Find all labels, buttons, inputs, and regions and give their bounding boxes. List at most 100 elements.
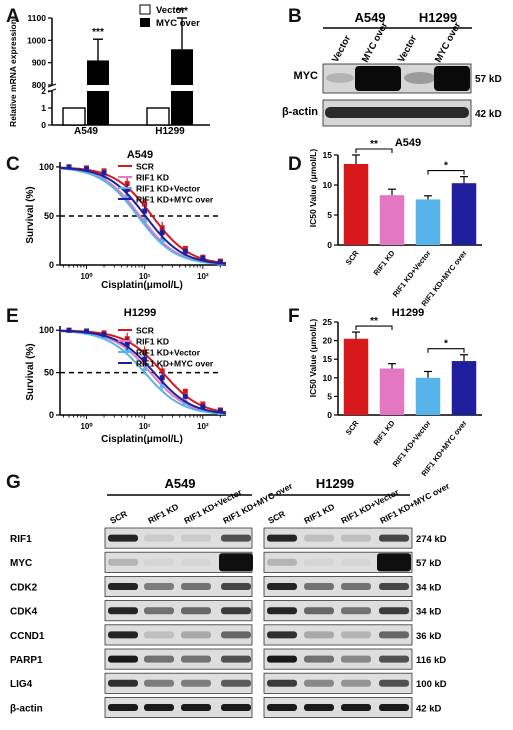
panel-g-band <box>144 679 174 687</box>
panel-g-band <box>341 558 371 566</box>
panel-d-significance-bracket <box>427 170 465 175</box>
panel-f-ytick-label: 0 <box>327 410 332 420</box>
panel-letter-d: D <box>288 154 302 175</box>
panel-c-xlabel: Cisplatin(μmol/L) <box>101 280 183 291</box>
panel-a-chart: Relative mRNA expression Vector MYC over… <box>8 4 210 137</box>
panel-a-ytick-label: 0 <box>41 120 46 130</box>
panel-f-significance-bracket <box>355 325 393 331</box>
panel-g-protein-label: CCND1 <box>10 631 45 642</box>
panel-f-bar-0 <box>343 338 369 415</box>
panel-g-band <box>181 558 211 566</box>
panel-b-size-actin: 42 kD <box>475 109 502 120</box>
panel-e-legend-label: SCR <box>136 326 154 336</box>
panel-e-point <box>182 393 188 399</box>
panel-e-legend-label: RIF1 KD+MYC over <box>136 359 214 369</box>
panel-e-legend-label: RIF1 KD+Vector <box>136 348 201 358</box>
panel-g-band <box>341 607 371 615</box>
panel-e-ytick-label: 50 <box>44 368 54 378</box>
panel-c-chart: A549 Survival (%) Cisplatin(μmol/L) 0 50 1… <box>25 149 227 291</box>
panel-b-lane-2: MYC over <box>360 20 390 64</box>
panel-b-protein-myc: MYC <box>294 70 319 82</box>
panel-f-title: H1299 <box>392 307 424 319</box>
panel-g-band <box>304 583 334 590</box>
panel-g-band <box>108 583 138 590</box>
panel-g-band <box>181 583 211 590</box>
panel-b-band-myc-over-h1299 <box>434 66 470 91</box>
legend-swatch-vector <box>139 4 151 15</box>
panel-g-band <box>267 558 297 566</box>
panel-d-bar-1 <box>379 195 405 245</box>
panel-g-blot-h1299 <box>263 624 413 646</box>
panel-g-band <box>181 655 211 663</box>
panel-a-significance: *** <box>176 6 188 17</box>
panel-g-size-label: 274 kD <box>416 534 447 545</box>
panel-b-band-myc-over-a549 <box>355 66 401 91</box>
panel-a-ytick-label: 1 <box>41 103 46 113</box>
panel-letter-g: G <box>6 472 21 493</box>
panel-a-bar-myc-over-lower <box>171 91 193 125</box>
panel-e-point <box>101 331 107 337</box>
panel-b-size-myc: 57 kD <box>475 74 502 85</box>
panel-f-significance: ** <box>370 316 378 327</box>
panel-g-band <box>108 607 138 615</box>
panel-g-band <box>304 655 334 663</box>
panel-g-size-label: 36 kD <box>416 631 441 642</box>
panel-c-point <box>66 164 72 170</box>
panel-b-protein-actin: β-actin <box>282 106 318 118</box>
panel-f-ytick-label: 5 <box>327 391 332 401</box>
panel-g-size-label: 42 kD <box>416 703 441 714</box>
panel-g-band <box>221 631 251 639</box>
panel-g-band <box>304 704 334 711</box>
panel-g-band <box>379 607 409 615</box>
panel-g-blot-h1299 <box>263 672 413 694</box>
panel-g-band <box>221 534 251 542</box>
panel-e-point <box>200 404 206 410</box>
panel-c-point <box>217 259 223 265</box>
panel-f-significance: * <box>444 339 448 350</box>
panel-g-blot-h1299 <box>263 551 413 573</box>
panel-g-band <box>181 607 211 615</box>
panel-g-band <box>144 558 174 566</box>
panel-g-cell-h1299: H1299 <box>316 476 354 491</box>
panel-d-chart: A549 IC50 Value (μmol/L) 0 5 10 15 SCR RIF1 K… <box>308 137 482 308</box>
panel-c-ytick-label: 100 <box>39 162 54 172</box>
panel-d-ytick-label: 15 <box>323 150 333 160</box>
panel-e-title: H1299 <box>124 307 156 319</box>
panel-g-blot-h1299 <box>263 648 413 670</box>
legend-label-vector: Vector <box>156 5 185 16</box>
panel-d-ylabel: IC50 Value (μmol/L) <box>308 149 318 228</box>
panel-d-ytick-label: 0 <box>327 240 332 250</box>
panel-g-protein-label: CDK2 <box>10 582 38 593</box>
panel-g-protein-label: LIG4 <box>10 679 33 690</box>
panel-g-lane-label: RIF1 KD+MYC over <box>378 480 451 525</box>
panel-d-significance-bracket <box>355 148 393 153</box>
panel-g-band <box>377 553 411 572</box>
panel-g-band <box>379 679 409 687</box>
panel-a-bar-myc-over-lower <box>87 91 109 125</box>
panel-c-legend-label: RIF1 KD+MYC over <box>136 195 214 205</box>
panel-g-band <box>181 679 211 687</box>
panel-g-band <box>267 534 297 542</box>
panel-f-category-label: RIF1 KD <box>372 418 397 447</box>
panel-c-point <box>182 245 188 251</box>
panel-g-band <box>144 655 174 663</box>
panel-g-band <box>379 655 409 663</box>
panel-g-band <box>267 704 297 711</box>
panel-e-ytick-label: 0 <box>49 410 54 420</box>
panel-d-category-label: SCR <box>344 248 361 266</box>
panel-g-band <box>108 558 138 566</box>
panel-g-western: A549 H1299 SCR RIF1 KD RIF1 KD+VectorRIF1 … <box>10 476 452 719</box>
panel-d-category-label: RIF1 KD <box>372 248 397 277</box>
panel-g-band <box>379 583 409 590</box>
panel-e-xtick-label: 10⁰ <box>80 422 93 431</box>
panel-f-ytick-label: 25 <box>323 317 333 327</box>
panel-g-lane-label: RIF1 KD <box>302 501 336 525</box>
panel-g-lane-label: SCR <box>108 509 129 526</box>
panel-c-xtick-label: 10¹ <box>139 272 151 281</box>
legend-swatch-myc-over <box>140 18 150 27</box>
panel-e-xlabel: Cisplatin(μmol/L) <box>101 434 183 445</box>
panel-d-bar-2 <box>415 199 441 245</box>
panel-d-significance: * <box>444 161 448 172</box>
panel-d-ytick-label: 5 <box>327 210 332 220</box>
panel-a-ytick-label: 1000 <box>27 35 46 45</box>
